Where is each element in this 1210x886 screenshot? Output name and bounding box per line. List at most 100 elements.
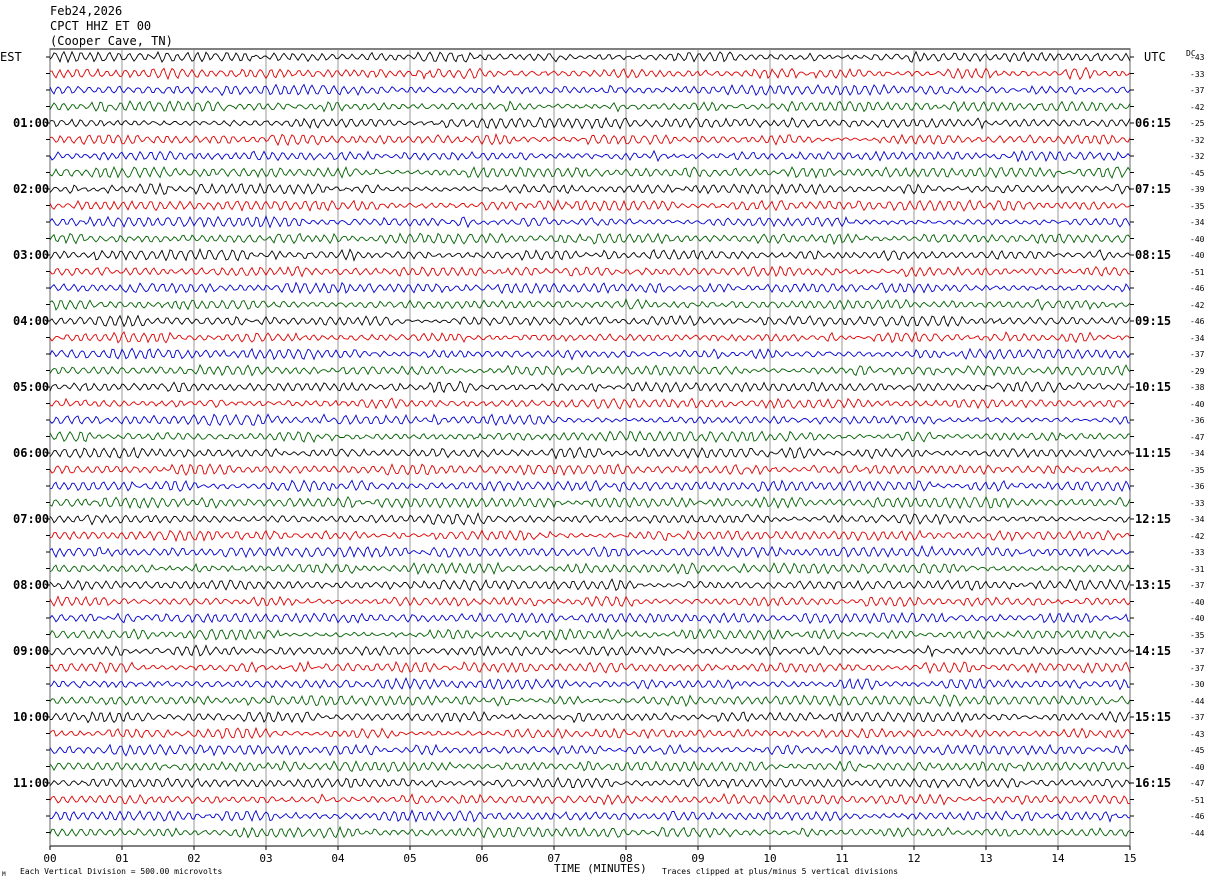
dc-offset-value: -37 — [1190, 86, 1205, 95]
dc-offset-value: -35 — [1190, 201, 1205, 211]
dc-offset-value: -51 — [1190, 795, 1205, 805]
seismic-trace — [49, 825, 1131, 839]
x-tick-label: 06 — [475, 852, 488, 865]
est-hour-label: 06:00 — [13, 446, 50, 460]
seismic-trace — [49, 430, 1131, 444]
utc-hour-label: 07:15 — [1135, 182, 1172, 196]
dc-offset-value: -46 — [1190, 812, 1205, 821]
dc-offset-value: -33 — [1190, 548, 1205, 557]
x-tick-label: 13 — [979, 852, 992, 865]
x-axis-title: TIME (MINUTES) — [554, 862, 647, 875]
corner-mark: M — [2, 871, 6, 878]
seismic-trace — [49, 281, 1131, 295]
est-hour-label: 08:00 — [13, 578, 50, 592]
seismic-trace — [49, 314, 1131, 328]
plot-date: Feb24,2026 — [50, 4, 123, 18]
dc-offset-value: -37 — [1190, 647, 1205, 656]
utc-hour-label: 13:15 — [1135, 578, 1172, 592]
x-tick-label: 08 — [619, 852, 632, 865]
dc-offset-value: -43 — [1190, 53, 1205, 62]
seismic-trace — [49, 66, 1131, 81]
dc-offset-value: -35 — [1190, 465, 1205, 475]
utc-hour-label: 12:15 — [1135, 512, 1172, 526]
seismic-trace — [49, 561, 1131, 576]
est-hour-label: 04:00 — [13, 314, 50, 328]
x-tick-label: 15 — [1123, 852, 1136, 865]
seismic-trace — [49, 247, 1131, 262]
station-location: (Cooper Cave, TN) — [50, 34, 173, 48]
clip-note: Traces clipped at plus/minus 5 vertical … — [662, 867, 899, 876]
dc-offset-value: -33 — [1190, 498, 1205, 508]
seismic-trace — [49, 809, 1131, 823]
dc-offset-value: -46 — [1190, 284, 1205, 293]
est-hour-label: 01:00 — [13, 116, 50, 130]
seismic-trace — [49, 446, 1131, 460]
dc-offset-value: -45 — [1190, 168, 1205, 178]
dc-offset-value: -36 — [1190, 482, 1205, 491]
dc-offset-value: -37 — [1190, 713, 1205, 722]
dc-offset-value: -42 — [1190, 531, 1205, 541]
x-tick-label: 01 — [115, 852, 128, 865]
utc-hour-label: 14:15 — [1135, 644, 1172, 658]
utc-hour-label: 08:15 — [1135, 248, 1172, 262]
dc-offset-value: -32 — [1190, 152, 1205, 161]
dc-offset-value: -36 — [1190, 416, 1205, 425]
dc-offset-value: -34 — [1190, 515, 1205, 524]
dc-offset-value: -37 — [1190, 350, 1205, 359]
seismic-trace — [49, 50, 1131, 64]
dc-offset-value: -44 — [1190, 696, 1205, 706]
dc-offset-value: -34 — [1190, 449, 1205, 458]
dc-offset-value: -44 — [1190, 828, 1205, 838]
x-tick-label: 02 — [187, 852, 200, 865]
dc-offset-value: -35 — [1190, 630, 1205, 640]
dc-offset-value: -34 — [1190, 218, 1205, 227]
dc-offset-value: -45 — [1190, 746, 1205, 755]
seismic-trace — [49, 578, 1131, 592]
est-hour-label: 10:00 — [13, 710, 50, 724]
utc-hour-label: 06:15 — [1135, 116, 1172, 130]
seismic-trace — [49, 297, 1131, 311]
dc-offset-value: -29 — [1190, 366, 1205, 376]
x-tick-label: 04 — [331, 852, 345, 865]
seismic-trace — [49, 496, 1131, 510]
x-tick-label: 12 — [907, 852, 920, 865]
seismic-trace — [49, 363, 1131, 377]
seismic-trace — [49, 265, 1131, 278]
seismic-trace — [49, 776, 1131, 789]
left-timezone-label: EST — [0, 50, 22, 64]
x-tick-label: 11 — [835, 852, 848, 865]
x-tick-label: 05 — [403, 852, 416, 865]
seismic-trace — [49, 792, 1131, 806]
seismic-trace — [49, 743, 1131, 757]
seismic-trace — [49, 116, 1131, 130]
seismic-trace — [49, 100, 1131, 113]
utc-hour-label: 16:15 — [1135, 776, 1172, 790]
dc-offset-value: -43 — [1190, 729, 1205, 739]
plot-frame — [49, 48, 1131, 847]
station-code: CPCT HHZ ET 00 — [50, 19, 152, 33]
dc-offset-value: -40 — [1190, 762, 1205, 772]
dc-offset-value: -47 — [1190, 779, 1205, 788]
seismic-trace — [49, 232, 1131, 246]
dc-offset-value: -40 — [1190, 234, 1205, 244]
utc-hour-label: 11:15 — [1135, 446, 1172, 460]
dc-offset-value: -33 — [1190, 69, 1205, 79]
dc-offset-value: -31 — [1190, 564, 1205, 574]
seismic-trace — [49, 347, 1131, 361]
seismic-trace — [49, 380, 1131, 394]
utc-hour-label: 10:15 — [1135, 380, 1172, 394]
dc-offset-value: -42 — [1190, 102, 1205, 112]
utc-hour-label: 09:15 — [1135, 314, 1172, 328]
seismic-trace — [49, 83, 1131, 97]
seismic-trace — [49, 595, 1131, 608]
dc-offset-value: -32 — [1190, 135, 1205, 145]
dc-offset-value: -51 — [1190, 267, 1205, 277]
scale-note: Each Vertical Division = 500.00 microvol… — [20, 867, 223, 876]
x-tick-label: 14 — [1051, 852, 1065, 865]
dc-offset-value: -37 — [1190, 581, 1205, 590]
utc-hour-label: 15:15 — [1135, 710, 1172, 724]
seismic-trace — [49, 677, 1131, 691]
seismic-trace — [49, 165, 1131, 179]
dc-offset-value: -40 — [1190, 597, 1205, 607]
seismic-trace — [49, 215, 1131, 229]
